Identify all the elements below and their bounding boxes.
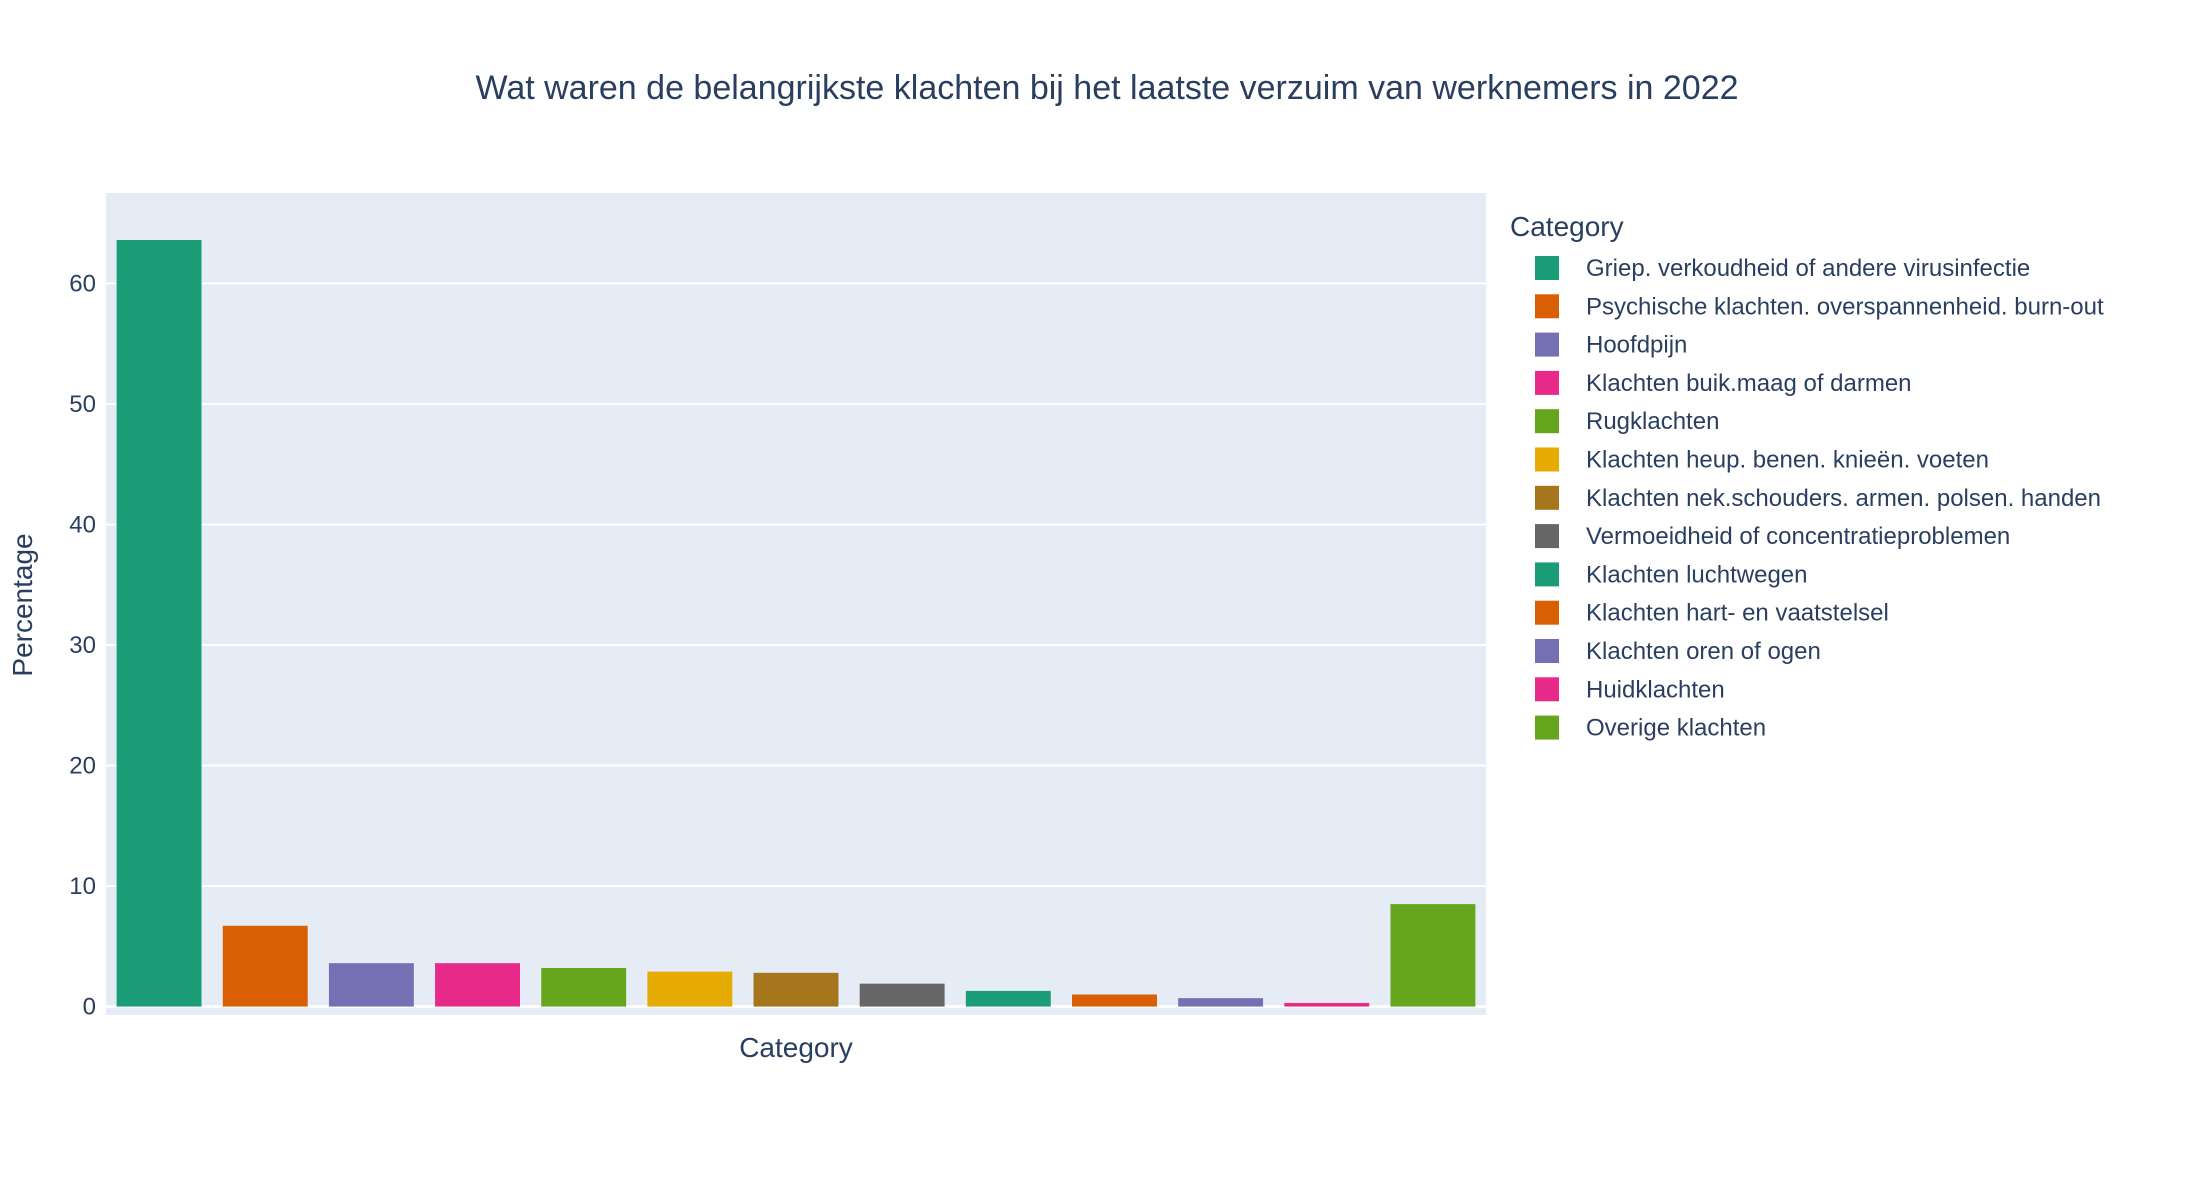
legend-item[interactable]: Klachten hart- en vaatstelsel [1535, 600, 1889, 627]
y-tick-label: 40 [69, 511, 96, 538]
y-tick-label: 30 [69, 632, 96, 659]
legend-label: Rugklachten [1586, 408, 1719, 435]
legend-label: Klachten oren of ogen [1586, 638, 1821, 665]
legend-swatch [1535, 485, 1559, 510]
legend-swatch [1535, 409, 1559, 434]
legend-item[interactable]: Griep. verkoudheid of andere virusinfect… [1535, 255, 2030, 282]
legend-label: Vermoeidheid of concentratieproblemen [1586, 523, 2010, 550]
bar[interactable] [647, 971, 733, 1007]
x-axis-title: Category [739, 1032, 853, 1063]
bar[interactable] [1072, 994, 1157, 1007]
bar[interactable] [222, 925, 308, 1007]
legend-label: Overige klachten [1586, 715, 1766, 742]
legend-swatch [1535, 600, 1559, 625]
y-tick-label: 0 [83, 994, 96, 1021]
legend-swatch [1535, 294, 1559, 319]
y-tick-label: 50 [69, 391, 96, 418]
legend-swatch [1535, 332, 1559, 357]
legend-swatch [1535, 370, 1559, 395]
bar[interactable] [435, 963, 520, 1007]
legend-item[interactable]: Vermoeidheid of concentratieproblemen [1535, 523, 2010, 550]
legend-label: Griep. verkoudheid of andere virusinfect… [1586, 255, 2030, 282]
legend-swatch [1535, 562, 1559, 587]
legend-title: Category [1510, 211, 1624, 242]
legend-swatch [1535, 447, 1559, 472]
bar[interactable] [116, 240, 202, 1007]
bar[interactable] [328, 963, 414, 1007]
y-axis-title: Percentage [7, 533, 38, 676]
legend-item[interactable]: Rugklachten [1535, 408, 1719, 435]
legend-item[interactable]: Overige klachten [1535, 715, 1766, 742]
legend-label: Klachten nek.schouders. armen. polsen. h… [1586, 485, 2101, 512]
bar[interactable] [965, 990, 1051, 1007]
legend-swatch [1535, 677, 1559, 702]
legend-label: Klachten hart- en vaatstelsel [1586, 600, 1889, 627]
y-tick-label: 20 [69, 753, 96, 780]
legend[interactable]: Griep. verkoudheid of andere virusinfect… [1535, 255, 2104, 742]
y-axis-ticks: 0 10 20 30 40 50 60 [69, 270, 96, 1020]
legend-label: Klachten buik.maag of darmen [1586, 370, 1912, 397]
legend-item[interactable]: Klachten heup. benen. knieën. voeten [1535, 447, 1989, 474]
legend-item[interactable]: Psychische klachten. overspannenheid. bu… [1535, 293, 2104, 320]
bar[interactable] [1178, 998, 1264, 1007]
legend-item[interactable]: Hoofdpijn [1535, 332, 1687, 359]
y-tick-label: 10 [69, 873, 96, 900]
legend-swatch [1535, 715, 1559, 740]
bars [116, 240, 1476, 1007]
bar[interactable] [1284, 1002, 1370, 1007]
legend-item[interactable]: Klachten oren of ogen [1535, 638, 1821, 665]
legend-item[interactable]: Klachten luchtwegen [1535, 561, 1807, 588]
y-tick-label: 60 [69, 270, 96, 297]
bar[interactable] [753, 972, 839, 1007]
legend-label: Psychische klachten. overspannenheid. bu… [1586, 293, 2104, 320]
bar[interactable] [541, 967, 627, 1007]
legend-item[interactable]: Klachten buik.maag of darmen [1535, 370, 1912, 397]
bar[interactable] [1390, 904, 1476, 1007]
legend-label: Huidklachten [1586, 676, 1725, 703]
plot-area [106, 193, 1486, 1015]
legend-item[interactable]: Klachten nek.schouders. armen. polsen. h… [1535, 485, 2101, 512]
legend-label: Klachten heup. benen. knieën. voeten [1586, 447, 1989, 474]
legend-label: Hoofdpijn [1586, 332, 1687, 359]
legend-swatch [1535, 639, 1559, 663]
legend-label: Klachten luchtwegen [1586, 561, 1807, 588]
chart-title: Wat waren de belangrijkste klachten bij … [475, 69, 1738, 107]
bar[interactable] [859, 983, 945, 1007]
legend-swatch [1535, 524, 1559, 549]
legend-swatch [1535, 256, 1559, 280]
legend-item[interactable]: Huidklachten [1535, 676, 1725, 703]
